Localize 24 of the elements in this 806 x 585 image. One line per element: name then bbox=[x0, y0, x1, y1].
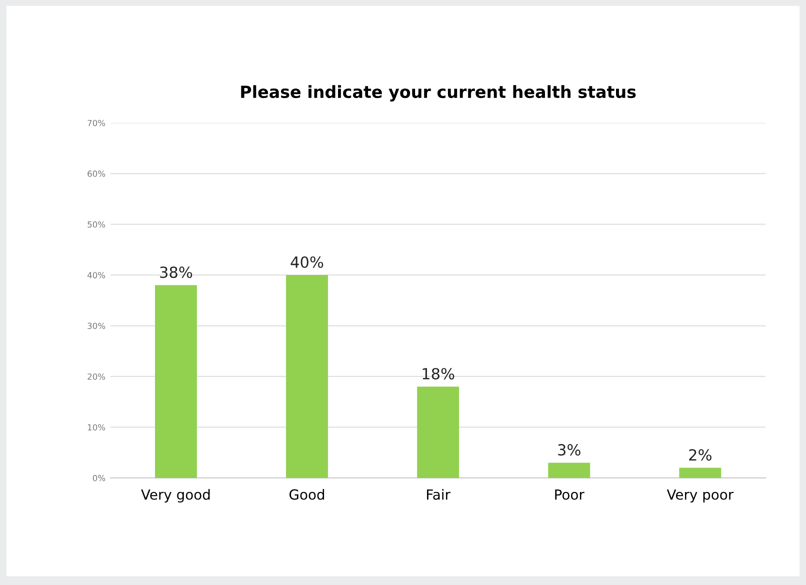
x-tick-label: Very poor bbox=[666, 489, 734, 502]
y-tick-label: 20% bbox=[88, 373, 106, 380]
x-tick-label: Very good bbox=[141, 489, 210, 502]
bar bbox=[154, 285, 197, 478]
bar bbox=[286, 275, 328, 478]
y-tick-label: 60% bbox=[88, 170, 106, 177]
y-tick-label: 50% bbox=[88, 221, 106, 228]
data-label: 40% bbox=[290, 256, 324, 268]
y-tick-label: 70% bbox=[88, 120, 106, 126]
data-label: 38% bbox=[160, 266, 192, 278]
x-tick-label: Poor bbox=[555, 489, 584, 500]
bar bbox=[679, 468, 722, 478]
y-tick-label: 40% bbox=[87, 272, 106, 278]
data-label: 2% bbox=[689, 449, 712, 461]
data-label: 18% bbox=[422, 368, 454, 380]
x-tick-label: Fair bbox=[427, 489, 450, 500]
y-tick-label: 0% bbox=[92, 474, 106, 482]
bar bbox=[548, 462, 590, 478]
data-label: 3% bbox=[558, 444, 580, 456]
y-tick-label: 10% bbox=[88, 424, 106, 430]
chart-title: Please indicate your current health status bbox=[241, 85, 636, 102]
bar bbox=[417, 386, 460, 478]
x-tick-label: Good bbox=[289, 489, 324, 500]
y-tick-label: 30% bbox=[88, 322, 106, 330]
